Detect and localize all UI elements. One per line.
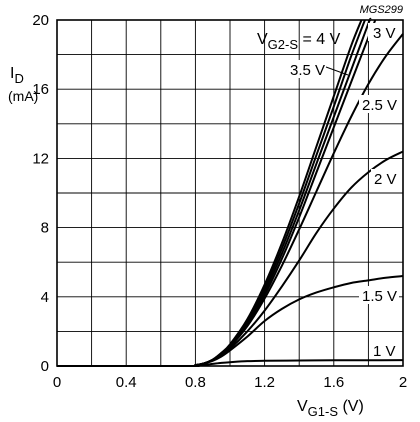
curve-label-bg-3-5v — [287, 60, 327, 78]
curve-label-bg-2v — [371, 169, 401, 187]
x-tick-label: 1.2 — [254, 374, 275, 391]
legend-title: VG2-S = 4 V — [257, 31, 341, 52]
y-tick-label: 16 — [32, 81, 49, 98]
x-tick-label: 0 — [53, 374, 61, 391]
legend-title-main: V — [257, 31, 268, 48]
plot-frame — [56, 19, 404, 367]
y-axis-label-sub: D — [14, 71, 23, 86]
legend-title-rest: = 4 V — [298, 31, 341, 48]
x-axis-label-sub: G1-S — [308, 404, 339, 419]
curve-label-bg-2-5v — [359, 95, 399, 113]
x-axis-label: VG1-S (V) — [297, 398, 364, 419]
grid — [57, 20, 403, 366]
figure-code: MGS299 — [360, 4, 403, 16]
y-axis-unit: (mA) — [8, 88, 38, 104]
x-tick-label: 0.4 — [116, 374, 137, 391]
curve-label-1v: 1 V — [373, 343, 396, 360]
curve-label-3-5v: 3.5 V — [290, 62, 325, 79]
legend-title-sub: G2-S — [268, 37, 299, 52]
curve-label-3v: 3 V — [373, 25, 396, 42]
x-tick-label: 0.8 — [185, 374, 206, 391]
x-tick-label: 1.6 — [323, 374, 344, 391]
y-axis-label-main: I — [10, 65, 14, 82]
curve-label-bg-3v — [368, 23, 396, 41]
curve-label-leader-3-5v — [325, 66, 349, 76]
curve-label-bg-1-5v — [359, 286, 399, 304]
series-line-7 — [56, 19, 363, 368]
y-tick-label: 4 — [41, 289, 49, 306]
x-axis-label-main: V — [297, 398, 308, 415]
y-axis-label: ID — [10, 65, 24, 86]
y-tick-label: 20 — [32, 12, 49, 29]
y-tick-label: 8 — [41, 220, 49, 237]
x-axis-label-unit: (V) — [338, 398, 364, 415]
y-tick-labels: 0 4 8 12 16 20 — [32, 12, 49, 375]
curve-label-1-5v: 1.5 V — [362, 288, 397, 305]
curve-label-2-5v: 2.5 V — [362, 97, 397, 114]
curve-label-2v: 2 V — [374, 171, 397, 188]
y-tick-label: 0 — [41, 358, 49, 375]
x-tick-label: 2 — [399, 374, 407, 391]
curve-label-bg-1v — [370, 341, 400, 359]
y-tick-label: 12 — [32, 150, 49, 167]
x-tick-labels: 0 0.4 0.8 1.2 1.6 2 — [53, 374, 407, 391]
